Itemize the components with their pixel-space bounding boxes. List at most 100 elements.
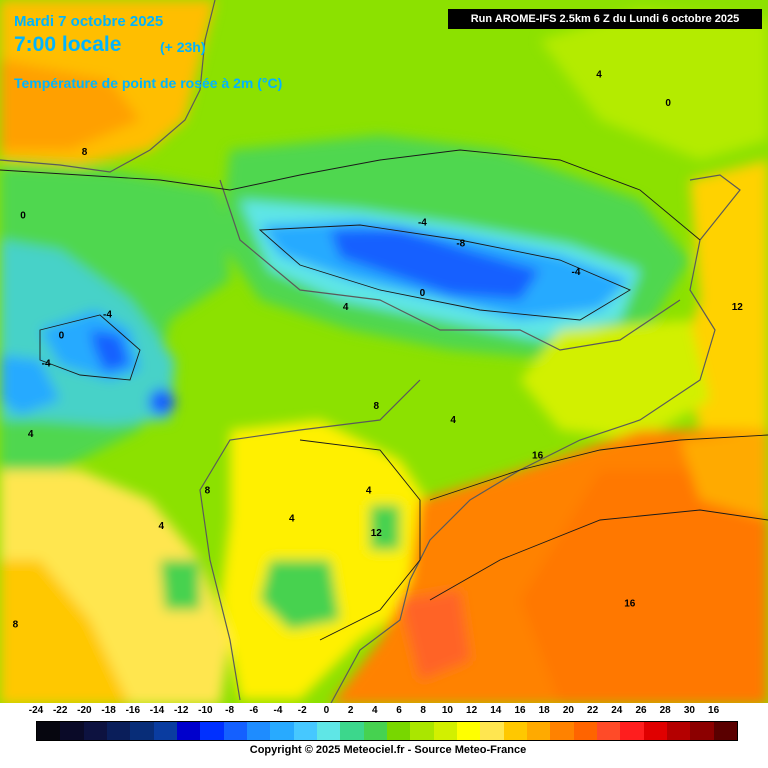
legend-tick: 8 xyxy=(420,705,426,716)
legend-swatch xyxy=(223,722,247,740)
legend-tick: -12 xyxy=(173,705,189,716)
contour-label: 4 xyxy=(28,429,34,440)
legend-tick: 10 xyxy=(441,705,453,716)
legend-swatch xyxy=(176,722,201,740)
field-interior-green-3 xyxy=(370,505,400,550)
legend-tick-labels: -24 -22 -20 -18 -16 -14 -12 -10 -8 -6 -4 -2 0 2 4 6 8 10 1… xyxy=(0,705,768,719)
coast-east xyxy=(329,174,741,706)
isolines xyxy=(0,149,768,641)
contour-label: 0 xyxy=(59,330,65,341)
contour-label: -4 xyxy=(103,309,112,320)
legend-color-scale xyxy=(36,721,738,741)
legend-tick: 20 xyxy=(562,705,574,716)
legend-swatch xyxy=(690,722,714,740)
legend-swatch xyxy=(643,722,667,740)
field-interior-green xyxy=(260,560,340,630)
legend-swatch xyxy=(456,722,481,740)
legend-swatch xyxy=(410,722,434,740)
legend-swatch xyxy=(316,722,341,740)
legend-swatch xyxy=(37,722,61,740)
legend-tick: -16 xyxy=(125,705,141,716)
legend-swatch xyxy=(83,722,107,740)
contour-label: 12 xyxy=(371,528,383,539)
legend-swatch xyxy=(550,722,574,740)
legend-tick: -18 xyxy=(101,705,116,716)
contour-label: 8 xyxy=(374,401,380,412)
copyright-text: Copyright © 2025 Meteociel.fr - Source M… xyxy=(249,744,527,756)
legend-tick: -22 xyxy=(52,705,68,716)
contour-label: 8 xyxy=(13,620,19,631)
legend-swatch xyxy=(713,722,737,740)
field-sea-light-orange xyxy=(680,430,768,520)
legend-tick: 16 xyxy=(708,705,720,716)
contour-label: -4 xyxy=(572,267,581,278)
model-run-label: Run AROME-IFS 2.5km 6 Z du Lundi 6 octob… xyxy=(448,9,762,29)
legend-swatch xyxy=(246,722,271,740)
contour-label: -8 xyxy=(456,239,465,250)
legend-swatch xyxy=(340,722,364,740)
isoline-8-south xyxy=(299,439,421,641)
legend-swatch xyxy=(573,722,597,740)
legend-tick: 2 xyxy=(347,705,354,716)
contour-label: 4 xyxy=(343,302,349,313)
legend-tick: 18 xyxy=(538,705,550,716)
field-blue-west-2 xyxy=(0,355,60,415)
border-south xyxy=(199,379,421,701)
legend-tick: 26 xyxy=(635,705,647,716)
legend-swatch xyxy=(503,722,527,740)
field-sea-red xyxy=(400,590,470,680)
contour-label: 16 xyxy=(624,598,636,609)
legend-swatch xyxy=(620,722,644,740)
legend-swatch xyxy=(153,722,177,740)
forecast-lead-time: (+ 23h) xyxy=(160,39,206,55)
field-northeast xyxy=(540,10,768,160)
legend-swatch xyxy=(293,722,317,740)
isoline-minus4 xyxy=(258,224,631,321)
legend-tick: 12 xyxy=(466,705,478,716)
legend-tick: 6 xyxy=(396,705,402,716)
legend-swatch xyxy=(200,722,224,740)
legend-tick: -2 xyxy=(297,705,307,716)
dewpoint-field xyxy=(0,0,768,705)
legend-tick: 4 xyxy=(372,705,378,716)
contour-label: 16 xyxy=(532,450,544,461)
isoline-west xyxy=(39,314,141,381)
legend-swatch xyxy=(363,722,387,740)
border-central xyxy=(219,179,681,351)
legend-swatch xyxy=(526,722,551,740)
legend-swatch xyxy=(270,722,294,740)
legend-swatch xyxy=(480,722,504,740)
field-southwest-yellow xyxy=(0,470,230,705)
contour-label: 8 xyxy=(205,486,211,497)
forecast-date: Mardi 7 octobre 2025 xyxy=(14,13,164,30)
field-interior-green-2 xyxy=(160,560,200,610)
contour-label: -4 xyxy=(418,218,427,229)
legend-swatch xyxy=(106,722,131,740)
field-sea-deep-orange xyxy=(520,470,768,705)
contour-label: -4 xyxy=(42,359,51,370)
legend-tick: -4 xyxy=(273,705,283,716)
contour-label: 4 xyxy=(596,70,602,81)
contour-label: 4 xyxy=(450,415,456,426)
legend-swatch xyxy=(130,722,154,740)
parameter-title: Température de point de rosée à 2m (°C) xyxy=(14,75,283,91)
contour-label: 0 xyxy=(420,288,426,299)
contour-label: 0 xyxy=(665,98,671,109)
field-east-yellow xyxy=(520,320,710,440)
isoline-16-sea xyxy=(429,509,768,601)
contour-label: 8 xyxy=(82,147,88,158)
legend-tick: 24 xyxy=(611,705,623,716)
isoline-12-coast xyxy=(429,434,768,501)
legend-tick: -8 xyxy=(225,705,235,716)
legend-tick: -20 xyxy=(77,705,92,716)
coast-north xyxy=(0,0,216,173)
contour-labels: 8 4 0 0 -4 -8 -4 0 4 -4 0 -4 12 8 4 4 16 8 4 4 4 12 16 8 xyxy=(13,70,744,631)
coastlines xyxy=(0,0,741,706)
legend-swatch xyxy=(666,722,691,740)
legend-tick: 14 xyxy=(490,705,502,716)
legend-tick: 22 xyxy=(587,705,599,716)
contour-label: 12 xyxy=(732,302,744,313)
legend-swatch xyxy=(386,722,411,740)
